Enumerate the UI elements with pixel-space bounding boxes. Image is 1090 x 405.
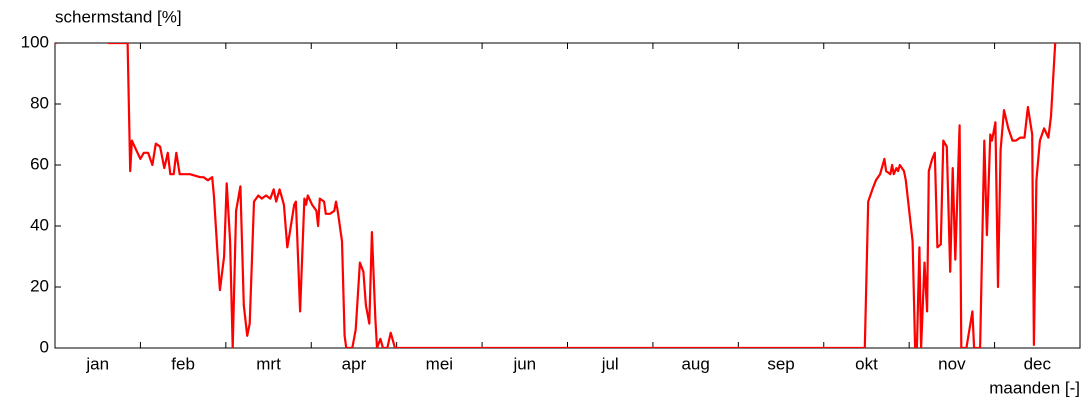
x-tick-label: sep [767, 354, 794, 373]
x-tick-label: aug [681, 354, 709, 373]
y-tick-label: 100 [21, 32, 49, 51]
x-tick-label: jul [601, 354, 619, 373]
y-tick-label: 40 [30, 215, 49, 234]
x-tick-label: okt [855, 354, 878, 373]
data-line [55, 43, 1057, 348]
x-tick-label: feb [171, 354, 195, 373]
x-tick-label: jan [85, 354, 109, 373]
x-tick-label: mei [426, 354, 453, 373]
y-axis-label: schermstand [%] [55, 7, 182, 26]
y-tick-label: 60 [30, 154, 49, 173]
x-tick-label: nov [938, 354, 966, 373]
x-tick-label: mrt [256, 354, 281, 373]
x-axis-label: maanden [-] [989, 378, 1080, 397]
x-tick-label: apr [342, 354, 367, 373]
x-tick-label: dec [1024, 354, 1052, 373]
y-tick-label: 20 [30, 276, 49, 295]
y-tick-label: 80 [30, 93, 49, 112]
y-tick-label: 0 [40, 337, 49, 356]
x-tick-label: jun [512, 354, 536, 373]
